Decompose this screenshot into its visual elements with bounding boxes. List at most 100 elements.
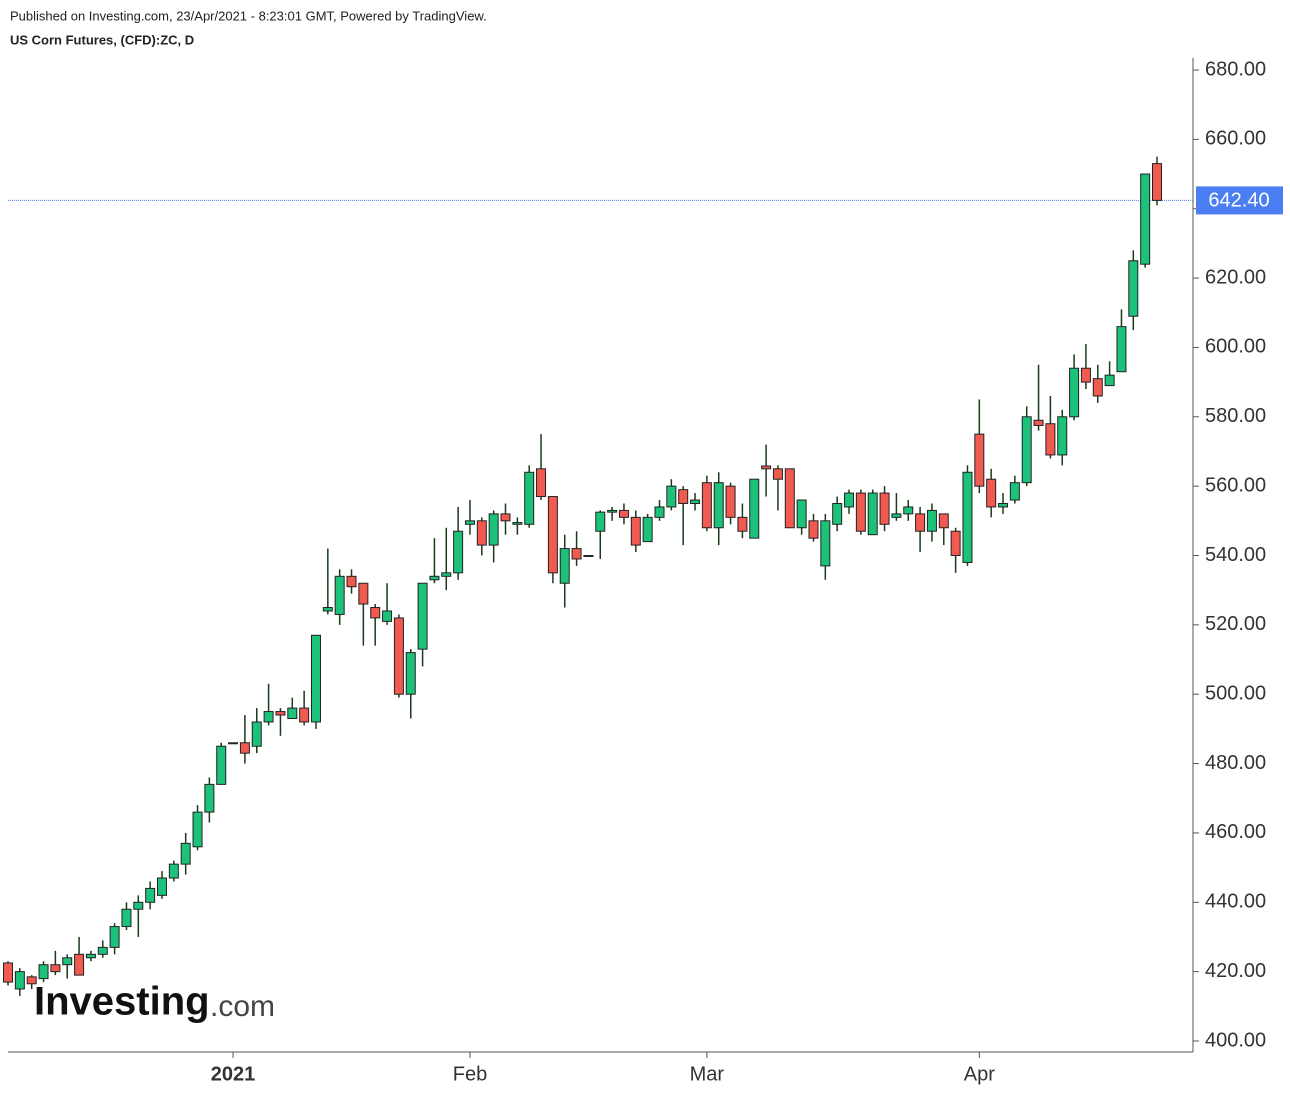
candle-body bbox=[938, 513, 949, 529]
candle-body bbox=[654, 506, 665, 518]
candle-body bbox=[571, 548, 582, 560]
candle-body bbox=[642, 516, 653, 543]
last-price-label: 642.40 bbox=[1208, 190, 1269, 212]
candle-body bbox=[358, 582, 369, 605]
candle-body bbox=[405, 652, 416, 695]
chart-title: US Corn Futures, (CFD):ZC, D bbox=[10, 32, 194, 47]
x-tick-label: Apr bbox=[964, 1063, 995, 1085]
x-tick-label: Feb bbox=[453, 1063, 487, 1085]
candle-body bbox=[299, 707, 310, 723]
candle-body bbox=[808, 520, 819, 539]
candle-body bbox=[879, 492, 890, 525]
candle-body bbox=[464, 520, 475, 525]
candle-body bbox=[310, 634, 321, 723]
logo-suffix: .com bbox=[210, 990, 275, 1023]
candle-body bbox=[666, 485, 677, 508]
y-tick-label: 660.00 bbox=[1205, 128, 1266, 150]
candle-body bbox=[239, 742, 250, 754]
y-tick-label: 560.00 bbox=[1205, 474, 1266, 496]
candle-body bbox=[737, 516, 748, 532]
candle-body bbox=[334, 575, 345, 615]
candle-body bbox=[690, 499, 701, 504]
candle-body bbox=[891, 513, 902, 518]
candle-body bbox=[62, 957, 73, 966]
candle-body bbox=[583, 555, 594, 557]
y-tick-label: 600.00 bbox=[1205, 336, 1266, 358]
candle-body bbox=[429, 575, 440, 581]
candle-body bbox=[145, 887, 156, 903]
candle-body bbox=[453, 530, 464, 574]
candle-body bbox=[784, 468, 795, 529]
y-tick-label: 540.00 bbox=[1205, 544, 1266, 566]
candle-body bbox=[500, 513, 511, 522]
candle-body bbox=[251, 721, 262, 747]
candle-body bbox=[441, 572, 452, 577]
candle-body bbox=[346, 575, 357, 588]
candle-body bbox=[701, 482, 712, 529]
candle-body bbox=[1116, 326, 1127, 373]
candle-body bbox=[950, 530, 961, 556]
y-tick-label: 440.00 bbox=[1205, 891, 1266, 913]
candle-body bbox=[109, 926, 120, 948]
candle-body bbox=[417, 582, 428, 650]
candle-body bbox=[204, 783, 215, 813]
candle-body bbox=[1009, 482, 1020, 501]
candle-body bbox=[867, 492, 878, 536]
candle-body bbox=[820, 520, 831, 567]
candle-body bbox=[630, 516, 641, 546]
candle-body bbox=[1080, 367, 1091, 383]
y-tick-label: 520.00 bbox=[1205, 613, 1266, 635]
candle-body bbox=[488, 513, 499, 546]
candle-body bbox=[85, 953, 96, 959]
candle-body bbox=[263, 711, 274, 723]
candle-body bbox=[618, 509, 629, 518]
candle-body bbox=[761, 465, 772, 470]
candle-body bbox=[1092, 378, 1103, 397]
candle-body bbox=[370, 607, 381, 619]
last-price-tag bbox=[1196, 186, 1283, 215]
candle-body bbox=[228, 742, 239, 745]
candle-body bbox=[275, 711, 286, 716]
candle-body bbox=[678, 489, 689, 504]
candle-body bbox=[524, 471, 535, 525]
candle-body bbox=[903, 506, 914, 515]
y-tick-label: 400.00 bbox=[1205, 1029, 1266, 1051]
candle-body bbox=[547, 496, 558, 574]
candle-body bbox=[322, 607, 333, 612]
y-tick-label: 460.00 bbox=[1205, 821, 1266, 843]
candle-body bbox=[915, 513, 926, 532]
x-tick-label: Mar bbox=[690, 1063, 725, 1085]
candle-body bbox=[725, 485, 736, 518]
candle-body bbox=[772, 468, 783, 480]
candle-body bbox=[512, 522, 523, 525]
candle-body bbox=[1033, 419, 1044, 426]
candle-body bbox=[962, 471, 973, 563]
candle-body bbox=[1128, 260, 1139, 317]
candle-body bbox=[749, 478, 760, 539]
candle-body bbox=[97, 946, 108, 955]
y-tick-label: 480.00 bbox=[1205, 752, 1266, 774]
candle-body bbox=[393, 617, 404, 695]
candle-body bbox=[796, 499, 807, 529]
candle-body bbox=[121, 908, 132, 928]
candle-body bbox=[855, 492, 866, 532]
candle-body bbox=[168, 863, 179, 879]
candle-body bbox=[536, 468, 547, 498]
candle-body bbox=[607, 509, 618, 513]
candle-body bbox=[50, 964, 61, 973]
candle-body bbox=[1104, 374, 1115, 387]
candle-body bbox=[14, 971, 25, 990]
candle-body bbox=[926, 509, 937, 532]
candle-body bbox=[844, 492, 855, 508]
x-tick-label: 2021 bbox=[211, 1063, 256, 1085]
candle-body bbox=[26, 976, 37, 985]
candle-body bbox=[3, 962, 13, 983]
candle-body bbox=[713, 482, 724, 529]
candle-body bbox=[1045, 423, 1056, 456]
candle-body bbox=[38, 964, 49, 980]
y-tick-label: 420.00 bbox=[1205, 960, 1266, 982]
candle-body bbox=[74, 953, 85, 976]
candle-body bbox=[192, 811, 203, 848]
candle-body bbox=[998, 502, 1009, 508]
